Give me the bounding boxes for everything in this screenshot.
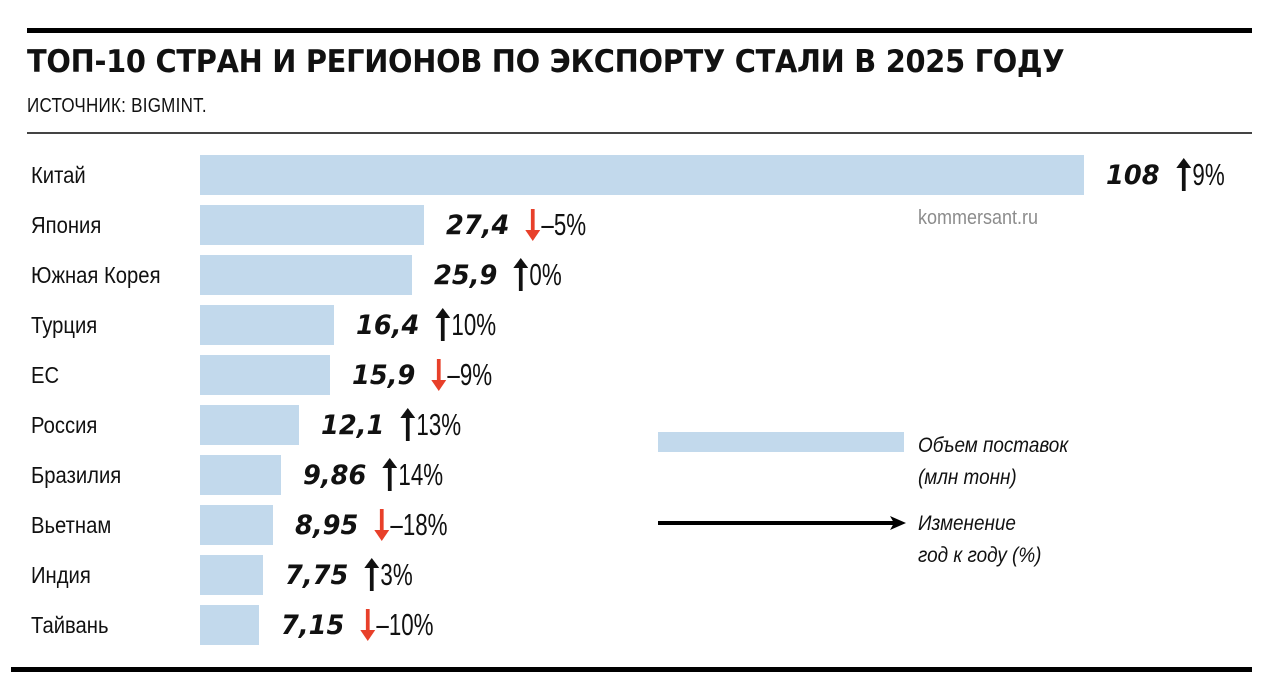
country-label: Бразилия [31, 462, 122, 488]
yoy-change-text: 13% [416, 407, 462, 442]
volume-value: 16,4 [356, 310, 420, 341]
yoy-change-text: 3% [380, 557, 413, 592]
arrow-up-icon [382, 458, 398, 492]
country-label: Япония [31, 212, 102, 238]
yoy-change: 9% [1175, 157, 1225, 193]
volume-bar [200, 405, 299, 445]
yoy-change-text: –18% [390, 507, 448, 542]
bar-row-brazil: Бразилия 9,86 14% [0, 455, 1280, 495]
country-label: Тайвань [31, 612, 109, 638]
volume-bar [200, 155, 1084, 195]
arrow-up-icon [364, 558, 380, 592]
yoy-change: –5% [525, 207, 587, 243]
volume-value: 12,1 [321, 410, 385, 441]
yoy-change: –18% [374, 507, 448, 543]
bar-row-russia: Россия 12,1 13% [0, 405, 1280, 445]
top-rule [27, 28, 1252, 33]
arrow-down-icon [360, 608, 376, 642]
legend-bar-label-line2: (млн тонн) [918, 466, 1017, 489]
volume-value: 9,86 [303, 460, 367, 491]
volume-bar [200, 205, 424, 245]
arrow-up-icon [1175, 158, 1191, 192]
country-label: Турция [31, 312, 98, 338]
country-label: Китай [31, 162, 86, 188]
volume-bar [200, 355, 330, 395]
yoy-change-text: 10% [451, 307, 497, 342]
legend-bar-label: Объем поставок (млн тонн) [918, 430, 1068, 494]
volume-bar [200, 255, 412, 295]
volume-value: 7,15 [281, 610, 345, 641]
country-label: Южная Корея [31, 262, 161, 288]
legend-bar-label-line1: Объем поставок [918, 434, 1069, 457]
arrow-down-icon [525, 208, 541, 242]
volume-bar [200, 505, 273, 545]
arrow-down-icon [374, 508, 390, 542]
yoy-change: –10% [360, 607, 434, 643]
yoy-change: 13% [400, 407, 462, 443]
volume-value: 15,9 [352, 360, 416, 391]
yoy-change: –9% [431, 357, 493, 393]
country-label: Россия [31, 412, 98, 438]
country-label: ЕС [31, 362, 60, 388]
country-label: Вьетнам [31, 512, 112, 538]
volume-bar [200, 305, 334, 345]
bar-row-south-korea: Южная Корея 25,9 0% [0, 255, 1280, 295]
yoy-change: 10% [435, 307, 497, 343]
yoy-change-text: –10% [376, 607, 434, 642]
country-label: Индия [31, 562, 91, 588]
header-divider [27, 132, 1252, 134]
legend-arrow-icon [658, 516, 906, 530]
yoy-change-text: 0% [529, 257, 562, 292]
yoy-change-text: 14% [398, 457, 444, 492]
yoy-change: 0% [513, 257, 562, 293]
volume-value: 8,95 [295, 510, 359, 541]
chart-title: ТОП-10 СТРАН И РЕГИОНОВ ПО ЭКСПОРТУ СТАЛ… [27, 44, 1065, 80]
yoy-change: 3% [364, 557, 413, 593]
volume-value: 25,9 [434, 260, 498, 291]
bar-row-turkey: Турция 16,4 10% [0, 305, 1280, 345]
bar-row-japan: Япония 27,4 –5% [0, 205, 1280, 245]
yoy-change-text: 9% [1191, 157, 1225, 192]
volume-value: 108 [1106, 160, 1160, 191]
volume-bar [200, 455, 281, 495]
yoy-change: 14% [382, 457, 444, 493]
legend-arrow-label-line2: год к году (%) [918, 544, 1042, 567]
bar-row-taiwan: Тайвань 7,15 –10% [0, 605, 1280, 645]
bar-row-india: Индия 7,75 3% [0, 555, 1280, 595]
volume-value: 7,75 [285, 560, 349, 591]
legend-arrow-label-line1: Изменение [918, 512, 1016, 535]
legend-arrow-label: Изменение год к году (%) [918, 508, 1041, 572]
yoy-change-text: –5% [541, 207, 587, 242]
arrow-up-icon [513, 258, 529, 292]
yoy-change-text: –9% [447, 357, 493, 392]
bar-row-eu: ЕС 15,9 –9% [0, 355, 1280, 395]
arrow-down-icon [431, 358, 447, 392]
legend-bar-swatch [658, 432, 904, 452]
bar-row-vietnam: Вьетнам 8,95 –18% [0, 505, 1280, 545]
watermark: kommersant.ru [918, 207, 1039, 229]
bottom-rule [11, 667, 1252, 672]
volume-bar [200, 605, 259, 645]
volume-bar [200, 555, 263, 595]
volume-value: 27,4 [446, 210, 510, 241]
arrow-up-icon [400, 408, 416, 442]
bar-row-china: Китай 108 9% [0, 155, 1280, 195]
chart-source: ИСТОЧНИК: BIGMINT. [27, 95, 207, 117]
arrow-up-icon [435, 308, 451, 342]
